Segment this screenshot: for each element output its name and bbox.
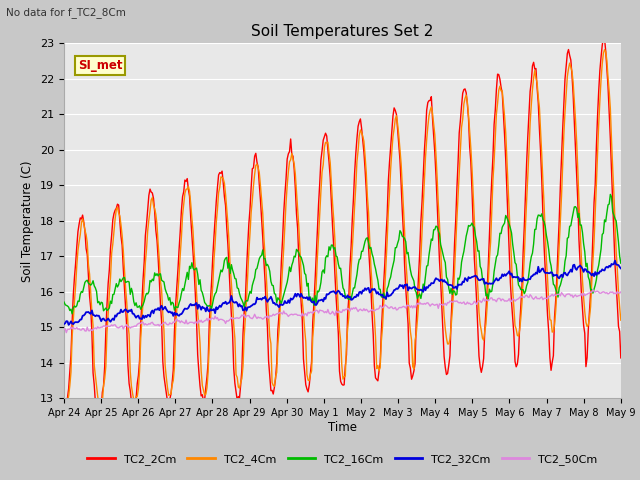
Legend: TC2_2Cm, TC2_4Cm, TC2_16Cm, TC2_32Cm, TC2_50Cm: TC2_2Cm, TC2_4Cm, TC2_16Cm, TC2_32Cm, TC…	[83, 449, 602, 469]
Title: Soil Temperatures Set 2: Soil Temperatures Set 2	[252, 24, 433, 39]
Y-axis label: Soil Temperature (C): Soil Temperature (C)	[22, 160, 35, 282]
Text: No data for f_TC2_8Cm: No data for f_TC2_8Cm	[6, 7, 126, 18]
Text: SI_met: SI_met	[78, 59, 122, 72]
X-axis label: Time: Time	[328, 421, 357, 434]
